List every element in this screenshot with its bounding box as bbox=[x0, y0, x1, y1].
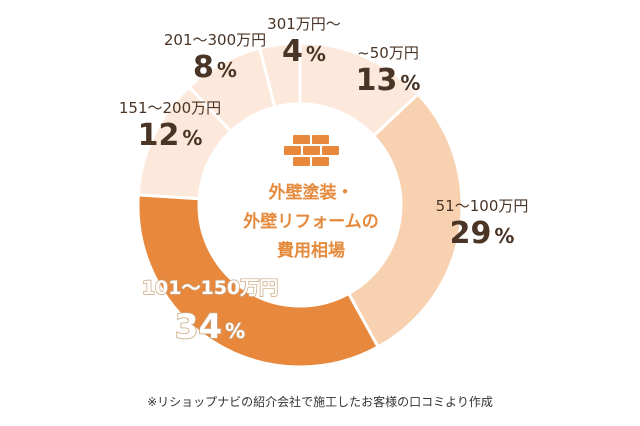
slice-category-label: 51〜100万円 bbox=[436, 197, 529, 215]
footnote: ※リショップナビの紹介会社で施工したお客様の口コミより作成 bbox=[147, 395, 493, 409]
slice-value-label: 4% bbox=[282, 34, 326, 69]
slice-category-label: 151〜200万円 bbox=[119, 99, 221, 117]
brick-wall-icon bbox=[284, 135, 339, 166]
slice-category-label: 101〜150万円 bbox=[142, 277, 278, 299]
donut-hole bbox=[199, 104, 401, 306]
slice-value-label: 34% bbox=[175, 307, 245, 347]
slice-category-label: 201〜300万円 bbox=[164, 31, 266, 49]
center-title-line-1: 外壁塗装・ bbox=[269, 182, 354, 203]
slice-value-label: 12% bbox=[138, 118, 203, 153]
center-title-line-3: 費用相場 bbox=[277, 240, 345, 261]
slice-value-label: 13% bbox=[356, 63, 421, 98]
slice-category-label: 301万円〜 bbox=[267, 15, 341, 33]
slice-value-label: 29% bbox=[450, 216, 515, 251]
slice-category-label: ~50万円 bbox=[357, 44, 419, 62]
center-title-line-2: 外壁リフォームの bbox=[243, 211, 379, 232]
slice-value-label: 8% bbox=[193, 50, 237, 85]
